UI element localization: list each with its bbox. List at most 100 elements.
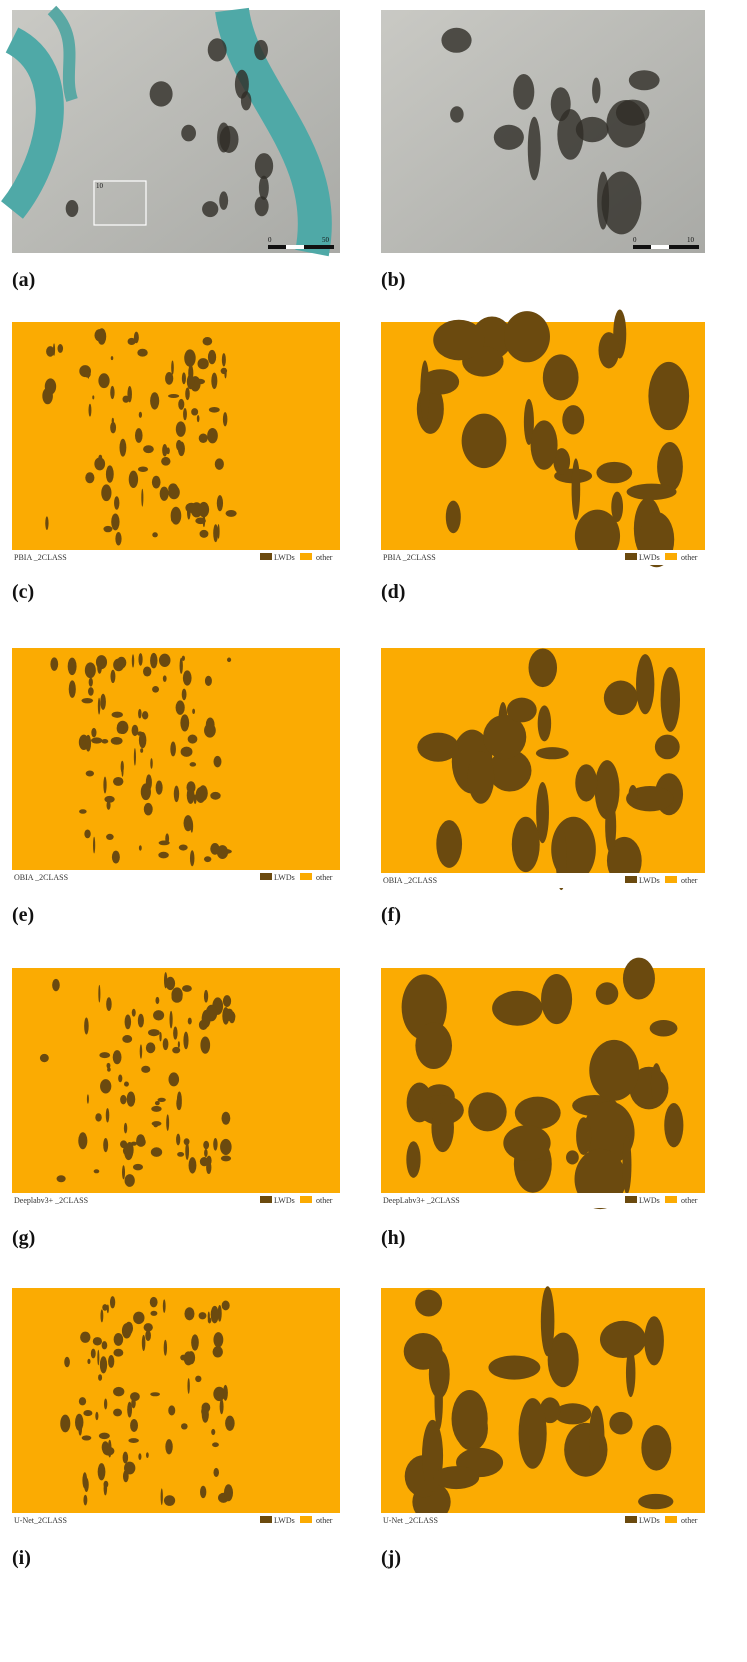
lwd-blob	[420, 360, 429, 422]
debris	[150, 81, 173, 106]
lwd-blob	[138, 466, 148, 471]
lwd-blob	[150, 653, 157, 668]
lwd-blob	[183, 1032, 188, 1050]
lwd-blob	[536, 747, 569, 759]
lwd-blob	[650, 1020, 678, 1036]
lwd-blob	[572, 458, 581, 520]
legend-label: other	[316, 553, 333, 562]
lwd-blob	[128, 1438, 139, 1443]
lwd-blob	[538, 705, 551, 741]
lwd-blob	[199, 434, 208, 443]
legend-label: LWDs	[274, 873, 295, 882]
lwd-blob	[83, 1410, 92, 1416]
lwd-blob	[134, 748, 136, 765]
lwd-blob	[207, 428, 218, 443]
lwd-blob	[164, 1495, 175, 1506]
lwd-blob	[45, 516, 48, 530]
panel: PBIA _2CLASSLWDsother(c)	[12, 322, 340, 603]
lwd-blob	[203, 1141, 209, 1150]
lwd-blob	[124, 1462, 135, 1475]
map-caption: U-Net_2CLASS	[14, 1516, 67, 1525]
lwd-blob	[106, 834, 114, 840]
lwd-blob	[163, 675, 167, 682]
lwd-blob	[95, 1113, 101, 1121]
lwd-blob	[598, 332, 619, 368]
lwd-blob	[195, 517, 206, 524]
map-caption: PBIA _2CLASS	[383, 553, 436, 562]
lwd-blob	[611, 492, 623, 522]
lwd-blob	[106, 1108, 110, 1122]
lwd-blob	[189, 1157, 197, 1174]
lwd-blob	[104, 1399, 107, 1410]
lwd-blob	[223, 995, 231, 1007]
lwd-blob	[131, 1398, 136, 1409]
panel: OBIA _2CLASSLWDsother(e)	[12, 648, 340, 926]
panel-label: (j)	[381, 1547, 401, 1569]
lwd-blob	[176, 421, 186, 437]
legend-label: LWDs	[639, 1196, 660, 1205]
lwd-blob	[188, 735, 198, 744]
lwd-blob	[103, 777, 106, 794]
legend-swatch	[665, 876, 677, 883]
lwd-blob	[210, 792, 220, 800]
legend-label: LWDs	[274, 1196, 295, 1205]
lwd-blob	[60, 1415, 70, 1433]
lwd-blob	[93, 1337, 102, 1345]
lwd-blob	[641, 1425, 671, 1471]
lwd-blob	[188, 1018, 192, 1025]
lwd-blob	[184, 1307, 194, 1320]
lwd-blob	[541, 1286, 555, 1356]
lwd-blob	[117, 724, 124, 734]
lwd-blob	[141, 489, 143, 507]
lwd-blob	[515, 1097, 561, 1130]
legend-swatch	[260, 873, 272, 880]
lwd-blob	[199, 1312, 207, 1319]
lwd-blob	[165, 1439, 172, 1454]
lwd-blob	[94, 329, 104, 341]
lwd-blob	[138, 1453, 141, 1460]
legend-label: other	[681, 1516, 698, 1525]
lwd-blob	[138, 653, 142, 666]
lwd-blob	[204, 990, 208, 1003]
lwd-blob	[214, 756, 222, 767]
lwd-blob	[101, 484, 111, 501]
lwd-blob	[171, 361, 174, 375]
lwd-blob	[182, 372, 186, 384]
lwd-blob	[143, 666, 151, 676]
lwd-blob	[211, 1306, 219, 1323]
legend-label: LWDs	[274, 553, 295, 562]
lwd-blob	[183, 408, 187, 420]
lwd-blob	[93, 837, 95, 854]
lwd-blob	[468, 1092, 506, 1131]
debris	[241, 91, 251, 110]
scale-bar-mid	[651, 245, 669, 249]
lwd-blob	[596, 982, 618, 1005]
panel: PBIA _2CLASSLWDsother(d)	[381, 310, 705, 603]
lwd-blob	[95, 1412, 98, 1421]
lwd-blob	[125, 1174, 135, 1187]
lwd-blob	[100, 1356, 107, 1373]
lwd-blob	[155, 1101, 160, 1105]
legend-swatch	[625, 876, 637, 883]
lwd-blob	[446, 501, 461, 534]
lwd-blob	[636, 654, 654, 714]
lwd-blob	[87, 1094, 89, 1104]
lwd-blob	[182, 985, 192, 992]
lwd-blob	[98, 985, 100, 1003]
lwd-blob	[133, 1164, 143, 1171]
lwd-blob	[89, 404, 92, 417]
lwd-blob	[64, 1357, 70, 1367]
lwd-blob	[84, 371, 90, 378]
lwd-blob	[120, 439, 127, 457]
lwd-blob	[415, 1022, 452, 1069]
lwd-blob	[417, 733, 459, 762]
lwd-blob	[159, 1032, 161, 1042]
lwd-blob	[108, 1440, 112, 1458]
lwd-blob	[132, 654, 134, 667]
debris	[616, 100, 649, 126]
lwd-blob	[139, 412, 142, 418]
lwd-blob	[172, 1047, 180, 1054]
lwd-blob	[42, 388, 53, 405]
lwd-blob	[150, 1311, 157, 1316]
panel-label: (e)	[12, 904, 34, 926]
